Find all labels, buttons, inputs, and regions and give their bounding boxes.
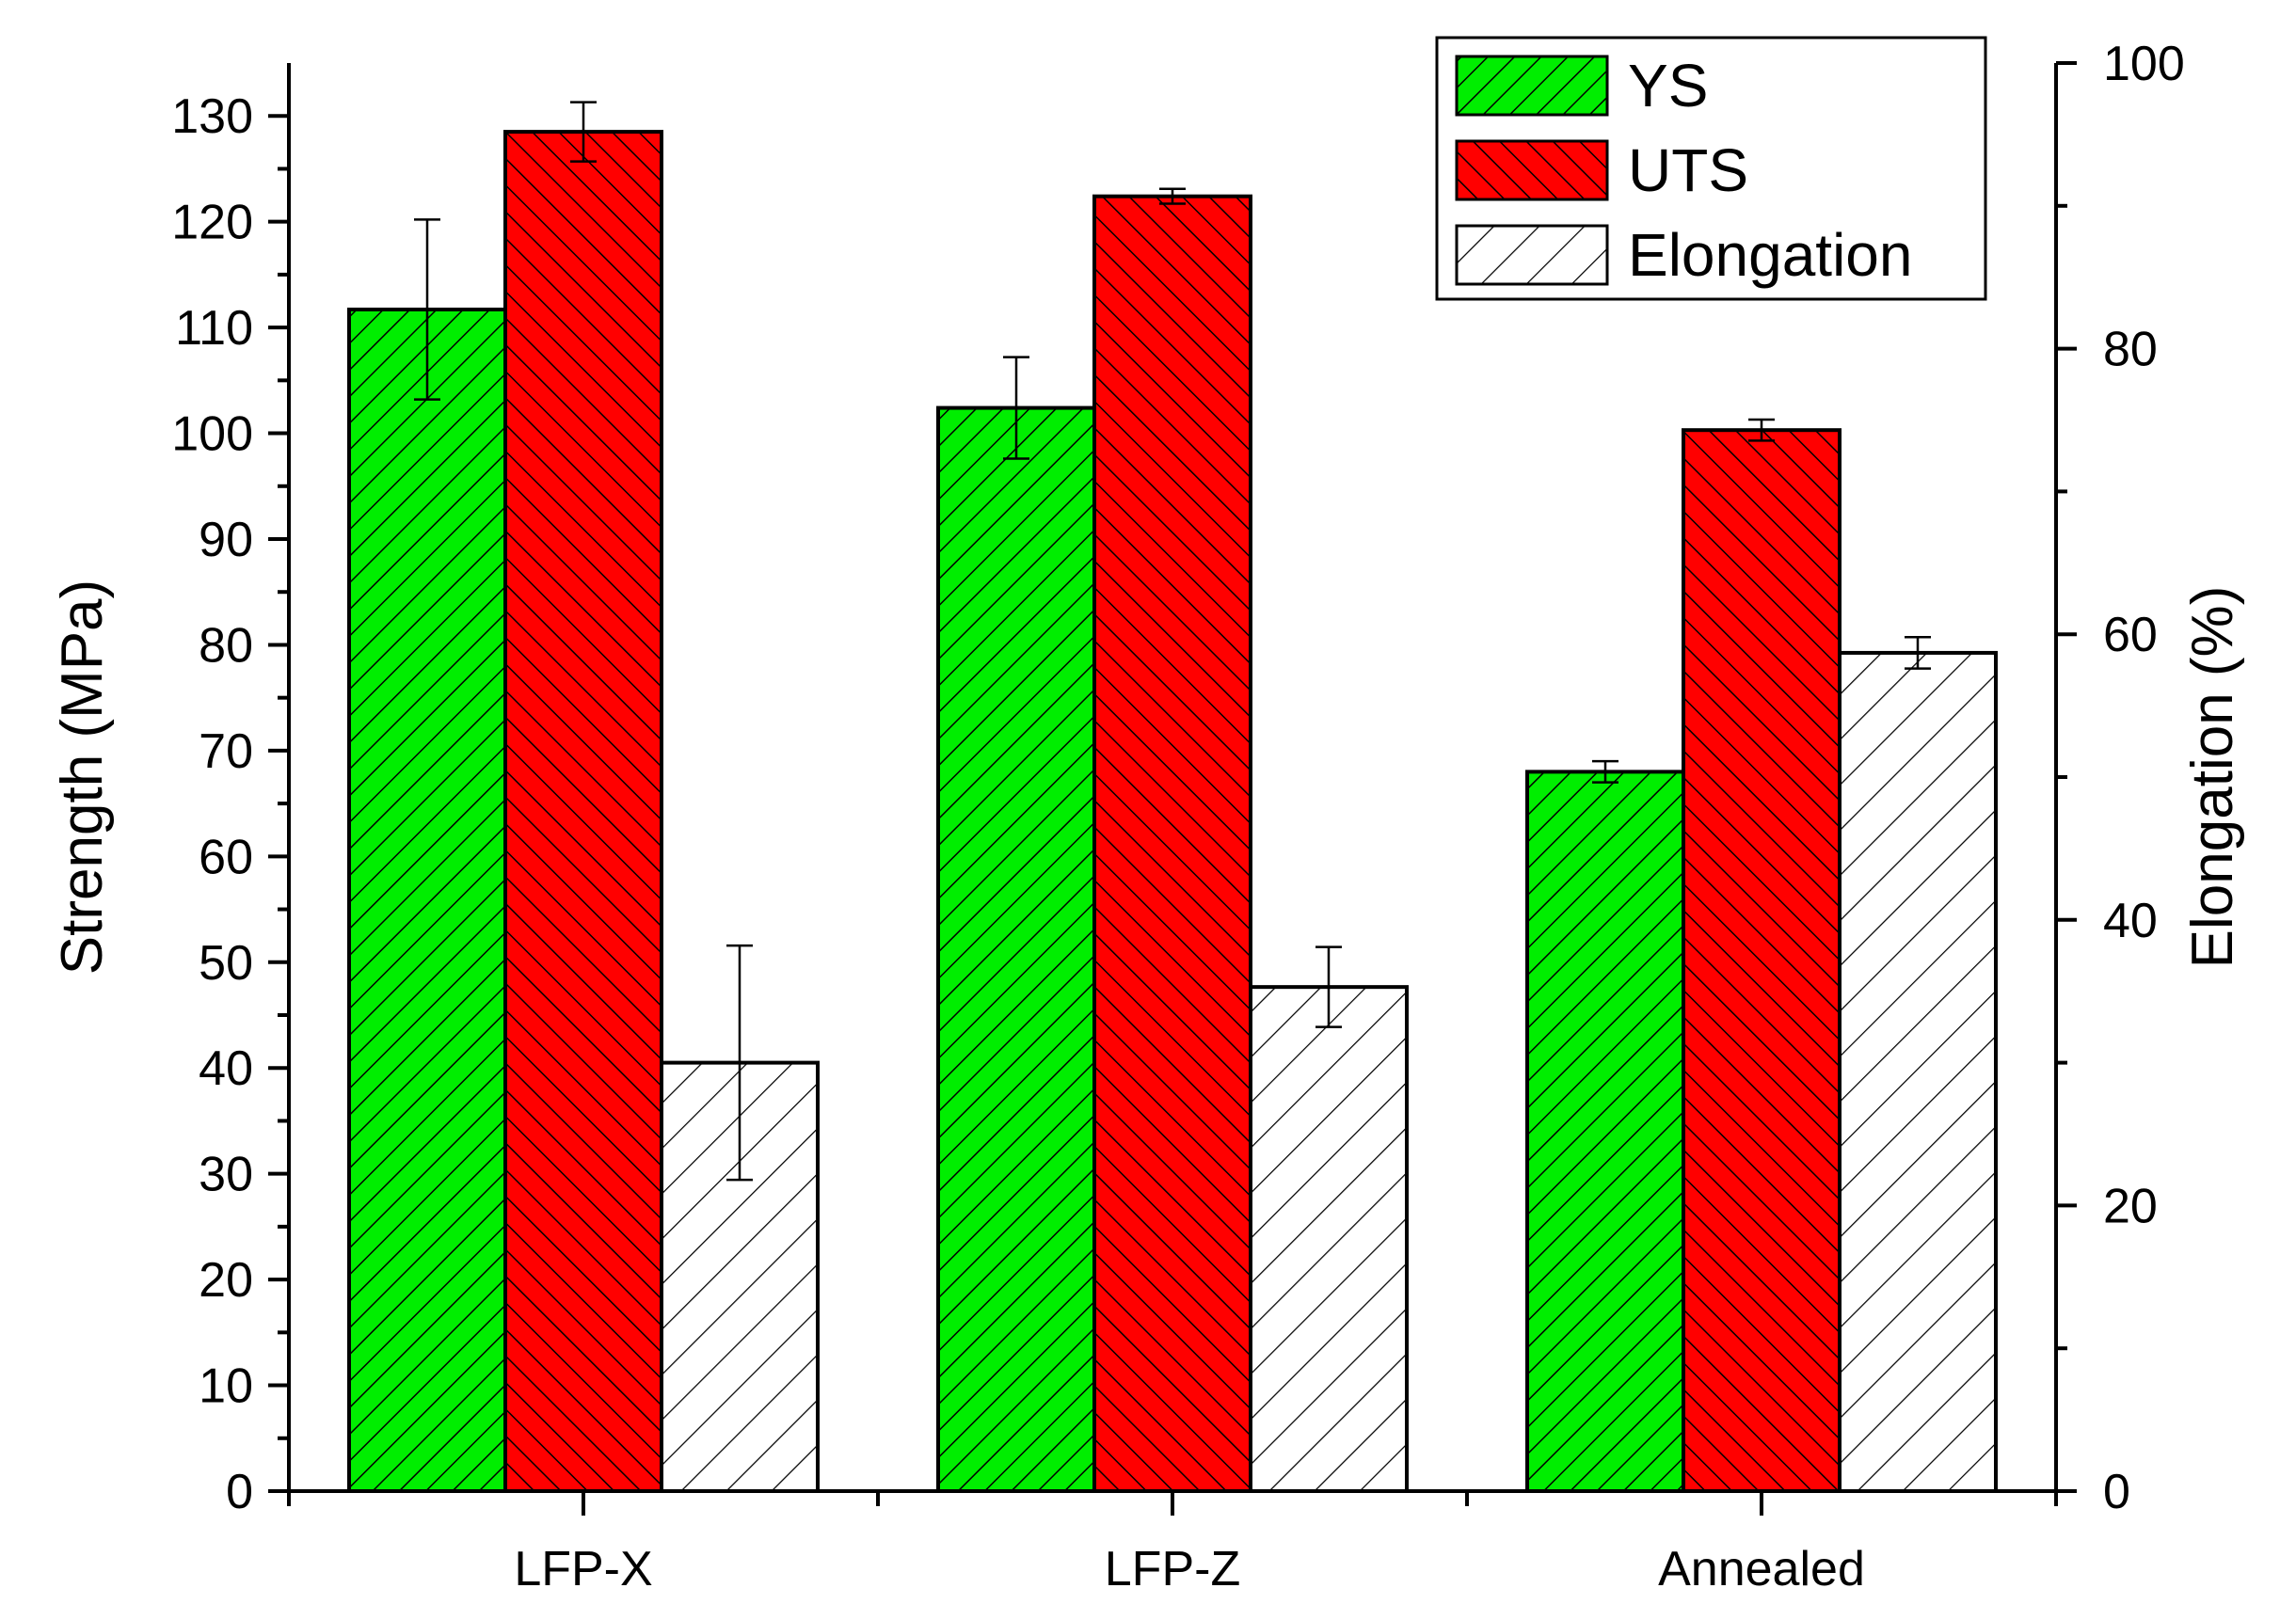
left-tick-label: 120 <box>171 196 253 250</box>
error-bar-uts-lfp-z <box>1159 187 1186 205</box>
error-bar-elongation-annealed <box>1905 635 1931 670</box>
legend-swatch <box>1455 139 1609 201</box>
left-tick-label: 30 <box>199 1148 253 1202</box>
left-tick-label: 130 <box>171 89 253 144</box>
bar-ys-lfp-z <box>936 405 1096 1494</box>
bar-hatch <box>1249 985 1409 1493</box>
error-bar-elongation-lfp-x <box>726 944 753 1182</box>
left-tick-label: 100 <box>171 407 253 462</box>
right-tick-label: 100 <box>2103 37 2185 91</box>
bar-elongation-lfp-z <box>1249 985 1409 1493</box>
left-tick-label: 0 <box>226 1465 253 1519</box>
error-bar-ys-lfp-z <box>1003 356 1029 460</box>
error-bar-ys-lfp-x <box>414 218 440 401</box>
legend-label: YS <box>1628 52 1708 119</box>
bar-ys-annealed <box>1525 770 1685 1493</box>
left-tick-label: 90 <box>199 513 253 567</box>
bar-hatch <box>347 307 507 1493</box>
right-tick-label: 20 <box>2103 1179 2158 1233</box>
right-tick-label: 40 <box>2103 894 2158 948</box>
bar-hatch <box>1092 194 1252 1493</box>
bar-elongation-annealed <box>1838 650 1998 1493</box>
x-tick-label: LFP-X <box>514 1542 652 1596</box>
bar-hatch <box>936 405 1096 1494</box>
error-bar-uts-annealed <box>1748 418 1775 442</box>
left-tick-label: 70 <box>199 724 253 779</box>
legend-label: Elongation <box>1628 221 1912 289</box>
error-bar-ys-annealed <box>1592 759 1618 784</box>
bar-hatch <box>1682 428 1842 1493</box>
right-tick-label: 0 <box>2103 1465 2130 1519</box>
error-bar-elongation-lfp-z <box>1315 945 1342 1028</box>
right-tick-label: 80 <box>2103 323 2158 377</box>
bar-hatch <box>503 130 663 1494</box>
legend-item-uts: UTS <box>1455 136 1748 204</box>
right-tick-label: 60 <box>2103 608 2158 662</box>
left-tick-label: 50 <box>199 936 253 991</box>
bar-ys-lfp-x <box>347 307 507 1493</box>
bar-hatch <box>1525 770 1685 1493</box>
bar-uts-annealed <box>1682 428 1842 1493</box>
left-tick-label: 10 <box>199 1359 253 1414</box>
left-tick-label: 80 <box>199 618 253 673</box>
legend: YS UTS Elongation <box>1435 36 1987 301</box>
bar-uts-lfp-x <box>503 130 663 1494</box>
x-tick-label: Annealed <box>1658 1542 1865 1596</box>
legend-item-elongation: Elongation <box>1455 221 1912 289</box>
legend-swatch <box>1455 55 1609 117</box>
bar-hatch <box>1838 650 1998 1493</box>
y2-axis-title: Elongation (%) <box>2180 586 2245 969</box>
x-tick-label: LFP-Z <box>1105 1542 1240 1596</box>
bar-uts-lfp-z <box>1092 194 1252 1493</box>
legend-swatch <box>1455 224 1609 286</box>
left-tick-label: 60 <box>199 830 253 884</box>
y-axis-title: Strength (MPa) <box>50 580 115 975</box>
legend-item-ys: YS <box>1455 52 1708 119</box>
left-tick-label: 110 <box>175 301 253 356</box>
left-tick-label: 20 <box>199 1253 253 1308</box>
left-tick-label: 40 <box>199 1041 253 1096</box>
error-bar-uts-lfp-x <box>570 101 597 163</box>
legend-label: UTS <box>1628 136 1748 204</box>
